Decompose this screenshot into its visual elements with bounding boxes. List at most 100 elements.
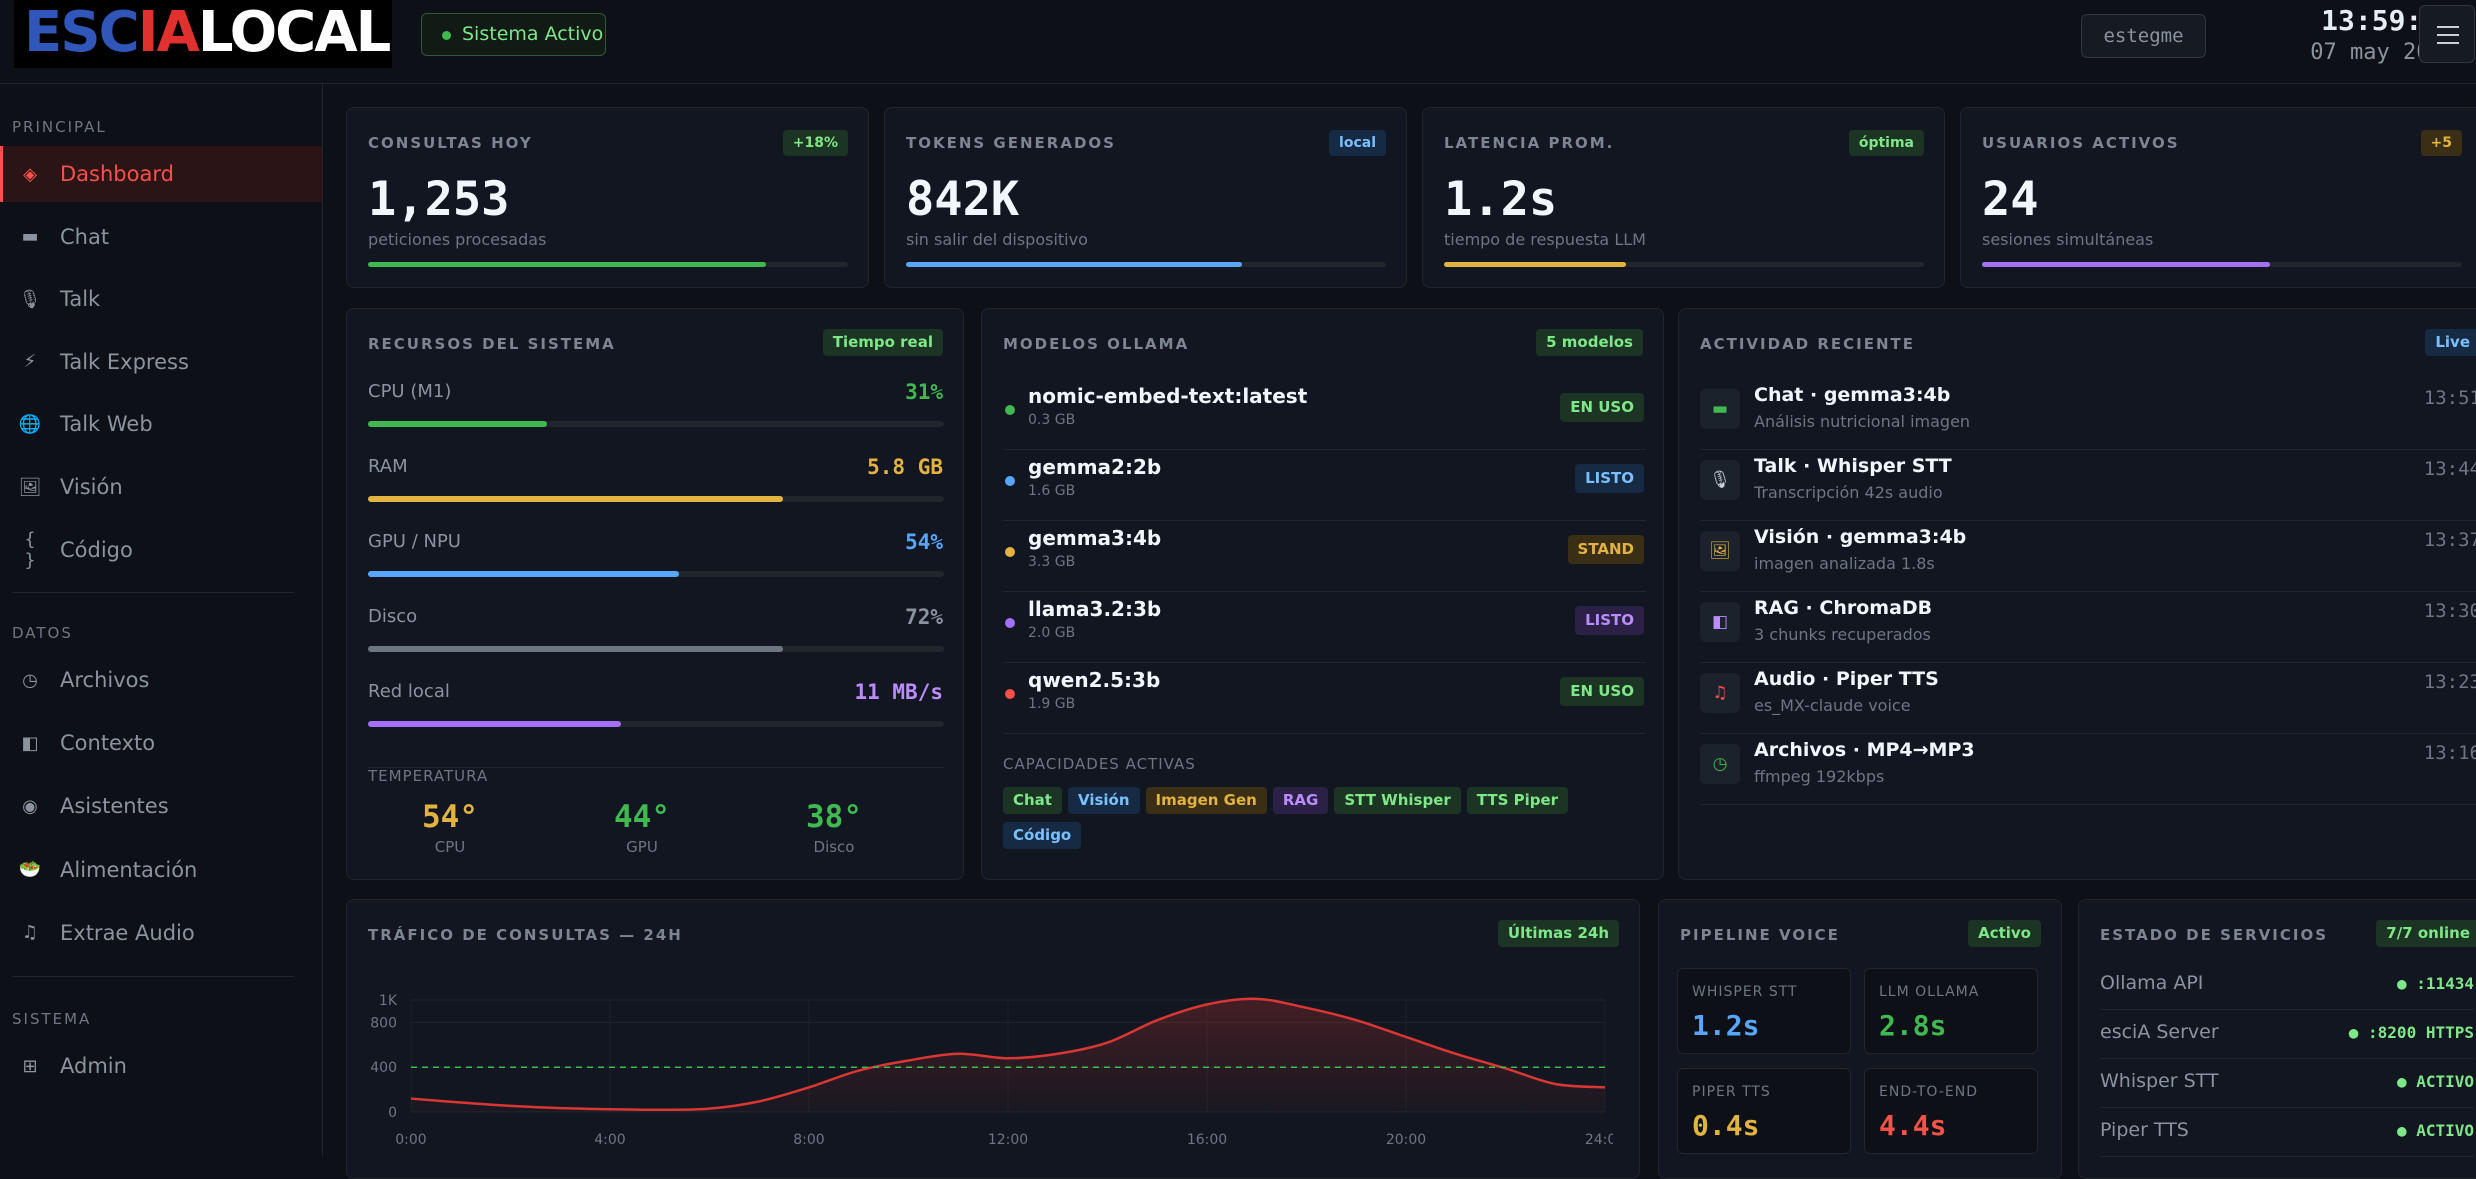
pipeline-stage-value: 1.2s [1692, 1009, 1760, 1042]
activity-description: ffmpeg 192kbps [1754, 767, 1885, 786]
sidebar-item-talk[interactable]: 🎙 Talk [0, 271, 322, 327]
stat-progress-fill [1444, 262, 1627, 267]
sidebar-item-alimentacion[interactable]: 🥗 Alimentación [0, 842, 322, 898]
activity-item[interactable]: 🖼 Visión · gemma3:4b imagen analizada 1.8s… [1700, 521, 2476, 592]
model-row[interactable]: qwen2.5:3b 1.9 GB EN USO [1003, 663, 1646, 734]
temperature-value: 44° [614, 799, 670, 835]
capability-tag-chat[interactable]: Chat [1003, 787, 1062, 814]
chart-series-line [410, 997, 1606, 1112]
traffic-badge: Últimas 24h [1497, 920, 1619, 947]
activity-item[interactable]: ◷ Archivos · MP4→MP3 ffmpeg 192kbps 13:16 [1700, 734, 2476, 805]
sidebar-item-label: Talk Express [60, 349, 189, 374]
service-status: ● :8200 HTTPS [2348, 1023, 2474, 1042]
sidebar-item-codigo[interactable]: { } Código [0, 522, 322, 578]
capability-tag-stt-whisper[interactable]: STT Whisper [1334, 787, 1461, 814]
traffic-chart: 0 400 800 1K 0:00 4:00 8:00 12:00 16:00 20:00 24:0… [370, 993, 1613, 1148]
chart-x-tick-label: 8:00 [793, 1132, 824, 1148]
temperature-gpu: 44° GPU [572, 799, 712, 856]
microphone-icon: 🎙 [1700, 460, 1740, 500]
sidebar-item-label: Chat [60, 224, 110, 249]
service-name: Whisper STT [2100, 1070, 2219, 1092]
stat-card-tokens-generados: TOKENS GENERADOS local 842K sin salir del d… [884, 107, 1407, 288]
activity-title: Talk · Whisper STT [1754, 455, 1952, 477]
activity-item[interactable]: 🎙 Talk · Whisper STT Transcripción 42s aud… [1700, 450, 2476, 521]
stat-title: USUARIOS ACTIVOS [1982, 134, 2180, 152]
model-row[interactable]: llama3.2:3b 2.0 GB LISTO [1003, 592, 1646, 663]
stat-progress-track [906, 262, 1386, 267]
chart-y-tick-label: 400 [370, 1060, 397, 1076]
pipeline-stage-label: LLM OLLAMA [1879, 984, 1980, 1000]
sidebar-item-talk-web[interactable]: 🌐 Talk Web [0, 396, 322, 452]
stat-value: 1.2s [1444, 172, 1558, 227]
services-title: ESTADO DE SERVICIOS [2100, 926, 2329, 944]
code-icon: { } [24, 528, 36, 571]
capability-tag-tts-piper[interactable]: TTS Piper [1466, 787, 1569, 814]
grid-icon: ⊞ [22, 1055, 38, 1077]
app-logo[interactable]: ESCIALOCAL [14, 0, 392, 68]
menu-button[interactable] [2419, 5, 2475, 63]
sidebar-item-talk-express[interactable]: ⚡ Talk Express [0, 334, 322, 390]
sidebar-item-chat[interactable]: ▬ Chat [0, 209, 322, 265]
pipeline-stage-label: PIPER TTS [1692, 1084, 1771, 1100]
sidebar-item-admin[interactable]: ⊞ Admin [0, 1038, 322, 1094]
sidebar-item-contexto[interactable]: ◧ Contexto [0, 715, 322, 771]
models-card: MODELOS OLLAMA 5 modelos nomic-embed-tex… [981, 308, 1664, 880]
logo-part-3: LOCAL [197, 0, 391, 65]
activity-time: 13:44 [2423, 458, 2476, 480]
chart-x-tick-label: 20:00 [1386, 1132, 1426, 1148]
clock-icon: ◷ [1700, 744, 1740, 784]
resource-value: 31% [905, 380, 943, 404]
resource-label: Red local [368, 681, 450, 702]
activity-badge: Live [2425, 329, 2476, 356]
sidebar-item-asistentes[interactable]: ◉ Asistentes [0, 778, 322, 834]
user-button[interactable]: estegme [2081, 14, 2206, 58]
model-row[interactable]: nomic-embed-text:latest 0.3 GB EN USO [1003, 379, 1646, 450]
sidebar-item-extrae-audio[interactable]: ♫ Extrae Audio [0, 905, 322, 961]
sidebar-item-archivos[interactable]: ◷ Archivos [0, 652, 322, 708]
capability-tag-vision[interactable]: Visión [1067, 787, 1140, 814]
resource-value: 5.8 GB [867, 455, 943, 479]
image-icon: 🖼 [1700, 531, 1740, 571]
capability-tag-imagen-gen[interactable]: Imagen Gen [1145, 787, 1267, 814]
divider [368, 767, 944, 768]
model-row[interactable]: gemma3:4b 3.3 GB STAND [1003, 521, 1646, 592]
resource-progress-track [368, 496, 944, 502]
music-icon: ♫ [1700, 673, 1740, 713]
sidebar-item-dashboard[interactable]: ◈ Dashboard [0, 146, 322, 202]
capabilities-title: CAPACIDADES ACTIVAS [1003, 755, 1196, 773]
chart-x-tick-label: 4:00 [594, 1132, 625, 1148]
resource-progress-track [368, 721, 944, 727]
sidebar-item-label: Archivos [60, 668, 150, 692]
sidebar-item-label: Contexto [60, 731, 156, 756]
service-name: Ollama API [2100, 972, 2204, 994]
resource-label: GPU / NPU [368, 531, 461, 552]
service-row-ollama-api: Ollama API ● :11434 [2100, 962, 2474, 1010]
model-status-badge: LISTO [1575, 464, 1644, 493]
capability-tag-codigo[interactable]: Código [1003, 822, 1082, 849]
activity-item[interactable]: ♫ Audio · Piper TTS es_MX-claude voice 13:2… [1700, 663, 2476, 734]
stat-value: 842K [906, 172, 1020, 227]
service-name: Piper TTS [2100, 1119, 2189, 1141]
model-status-dot-icon [1005, 618, 1015, 628]
logo-part-1: ESC [24, 0, 140, 65]
resource-label: CPU (M1) [368, 381, 452, 402]
capabilities-list: Chat Visión Imagen Gen RAG STT Whisper TTS Pi… [1003, 787, 1643, 857]
model-name: nomic-embed-text:latest [1028, 384, 1308, 408]
model-row[interactable]: gemma2:2b 1.6 GB LISTO [1003, 450, 1646, 521]
pipeline-title: PIPELINE VOICE [1680, 926, 1840, 944]
activity-item[interactable]: ▬ Chat · gemma3:4b Análisis nutricional im… [1700, 379, 2476, 450]
model-status-badge: STAND [1567, 535, 1644, 564]
sidebar-item-label: Asistentes [60, 794, 169, 819]
services-badge: 7/7 online [2376, 920, 2476, 947]
activity-title: Chat · gemma3:4b [1754, 384, 1951, 406]
temperature-disco: 38° Disco [764, 799, 904, 856]
stat-badge: +5 [2420, 130, 2462, 156]
activity-description: imagen analizada 1.8s [1754, 554, 1935, 573]
activity-title: Audio · Piper TTS [1754, 668, 1939, 690]
capability-tag-rag[interactable]: RAG [1272, 787, 1329, 814]
model-status-dot-icon [1005, 547, 1015, 557]
sidebar-item-vision[interactable]: 🖼 Visión [0, 459, 322, 515]
sidebar-item-label: Admin [60, 1054, 127, 1078]
activity-item[interactable]: ◧ RAG · ChromaDB 3 chunks recuperados 13:30 [1700, 592, 2476, 663]
header: ESCIALOCAL Sistema Activo estegme 13:59:… [0, 0, 2476, 84]
